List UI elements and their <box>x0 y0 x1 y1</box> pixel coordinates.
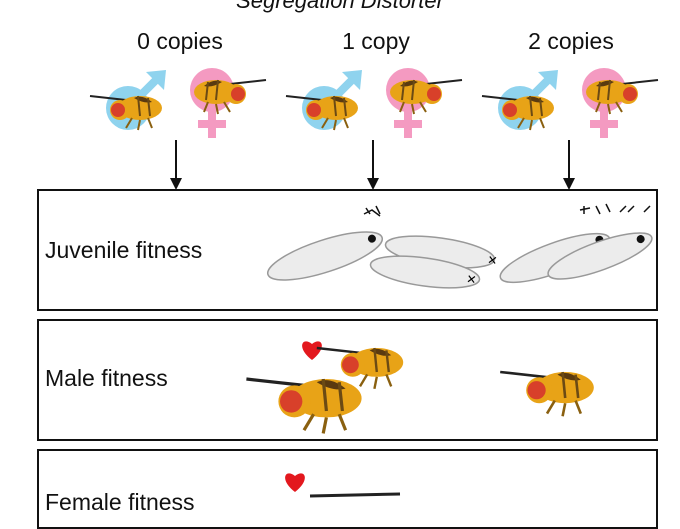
fly-pair-1-copy <box>285 68 463 138</box>
larvae-group: ✕ ✕ <box>266 203 653 289</box>
fly-pair-2-copies <box>481 68 659 138</box>
down-arrow-icon <box>170 140 182 190</box>
svg-text:✕: ✕ <box>486 253 498 268</box>
panel-male-fitness: Male fitness <box>37 319 658 441</box>
fly-icon <box>193 79 267 115</box>
column-label-2-copies: 2 copies <box>528 28 614 54</box>
fly-icon <box>389 79 463 115</box>
column-label-1-copy: 1 copy <box>342 28 410 54</box>
diagram-graphics: ✕ ✕ <box>89 0 659 498</box>
down-arrow-icon <box>563 140 575 190</box>
larva-icon <box>547 232 653 280</box>
panel-label: Female fitness <box>45 489 195 515</box>
svg-text:✕: ✕ <box>465 272 477 287</box>
female-fitness-flies <box>285 473 401 498</box>
fly-pair-0-copies <box>89 68 267 138</box>
panel-female-fitness: Female fitness <box>37 449 658 529</box>
panel-label: Juvenile fitness <box>45 237 203 263</box>
column-label-0-copies: 0 copies <box>137 28 223 54</box>
diagram-title: Segregation Distorter <box>236 0 444 13</box>
larva-icon: ✕ <box>369 255 481 289</box>
fly-icon <box>585 79 659 115</box>
down-arrow-icon <box>367 140 379 190</box>
diagram: Segregation Distorter 0 copies 1 copy 2 … <box>37 0 659 529</box>
larva-icon <box>266 231 384 281</box>
panel-juvenile-fitness: Juvenile fitness <box>37 189 658 311</box>
panel-label: Male fitness <box>45 365 168 391</box>
